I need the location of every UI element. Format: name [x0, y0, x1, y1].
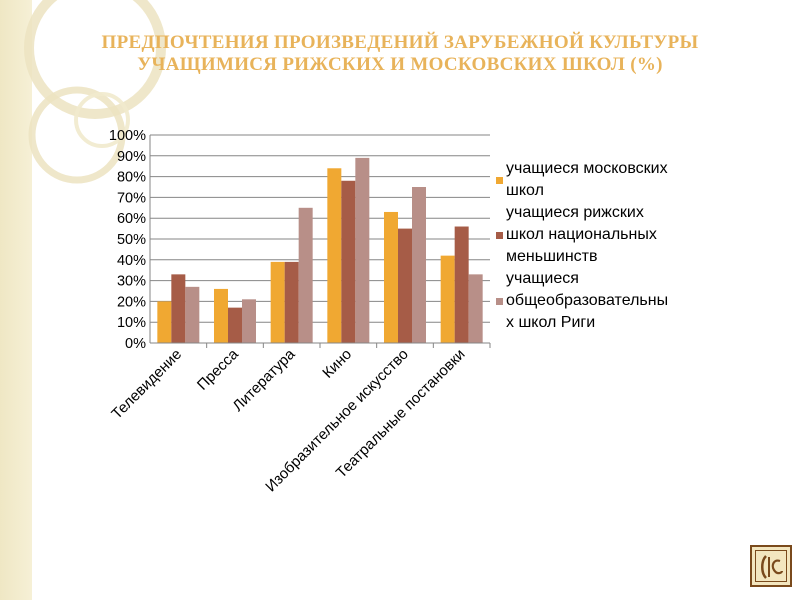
y-tick-label: 30%: [117, 274, 146, 290]
legend-label: х школ Риги: [506, 314, 596, 331]
x-tick-label: Пресса: [194, 345, 242, 393]
bar: [468, 274, 483, 343]
monogram-logo-icon: [750, 545, 792, 587]
bar: [398, 228, 412, 343]
y-tick-label: 0%: [125, 336, 146, 352]
x-tick-label: Литература: [229, 345, 299, 415]
bar: [242, 299, 256, 343]
bar: [384, 211, 398, 343]
logo-frame: [755, 550, 787, 582]
legend-entry: учащиеся общеобразовательны х школ Риги: [496, 268, 718, 334]
legend-swatch: [496, 232, 503, 239]
grid-lines: [150, 134, 490, 344]
sidebar-strip: [0, 0, 32, 600]
y-tick-label: 70%: [117, 190, 146, 206]
legend-label: школ: [506, 182, 544, 199]
bar: [341, 180, 356, 343]
legend-label: общеобразовательны: [506, 292, 669, 309]
legend-swatch: [496, 298, 503, 305]
bar: [327, 168, 342, 343]
logo-glyph: [761, 555, 784, 579]
y-tick-label: 20%: [117, 294, 146, 310]
y-tick-label: 50%: [117, 232, 146, 248]
title-line-1: ПРЕДПОЧТЕНИЯ ПРОИЗВЕДЕНИЙ ЗАРУБЕЖНОЙ КУЛ…: [101, 32, 699, 53]
chart-legend: учащиеся московских школ учащиеся рижских ш…: [496, 158, 718, 334]
bar: [355, 157, 370, 343]
y-tick-label: 90%: [117, 149, 146, 165]
slide-title: ПРЕДПОЧТЕНИЯ ПРОИЗВЕДЕНИЙ ЗАРУБЕЖНОЙ КУЛ…: [40, 32, 760, 76]
legend-label: меньшинств: [506, 248, 598, 265]
axes: [149, 135, 491, 348]
y-tick-label: 80%: [117, 170, 146, 186]
bar: [157, 301, 172, 343]
bars: [157, 157, 483, 343]
y-tick-label: 40%: [117, 253, 146, 269]
bar: [214, 288, 228, 343]
bar: [298, 207, 313, 343]
legend-entry: учащиеся рижских школ национальных меньшин…: [496, 202, 718, 268]
legend-label: школ национальных: [506, 226, 657, 243]
bar: [454, 226, 469, 343]
legend-swatch: [496, 177, 503, 184]
y-tick-label: 60%: [117, 211, 146, 227]
y-tick-label: 10%: [117, 315, 146, 331]
legend-label: учащиеся рижских: [506, 204, 644, 221]
title-line-2: УЧАЩИМИСЯ РИЖСКИХ И МОСКОВСКИХ ШКОЛ (%): [137, 54, 663, 75]
legend-label: учащиеся московских: [506, 160, 668, 177]
bar: [171, 274, 186, 343]
bar: [185, 286, 200, 343]
bar: [270, 261, 285, 343]
legend-entry: учащиеся московских школ: [496, 158, 718, 202]
bar: [284, 261, 299, 343]
x-tick-label: Кино: [319, 346, 355, 382]
bar: [440, 255, 455, 343]
legend-label: учащиеся: [506, 270, 579, 287]
x-tick-label: Телевидение: [108, 346, 185, 423]
y-tick-label: 100%: [109, 128, 146, 144]
bar: [412, 187, 426, 343]
bar: [228, 307, 242, 343]
